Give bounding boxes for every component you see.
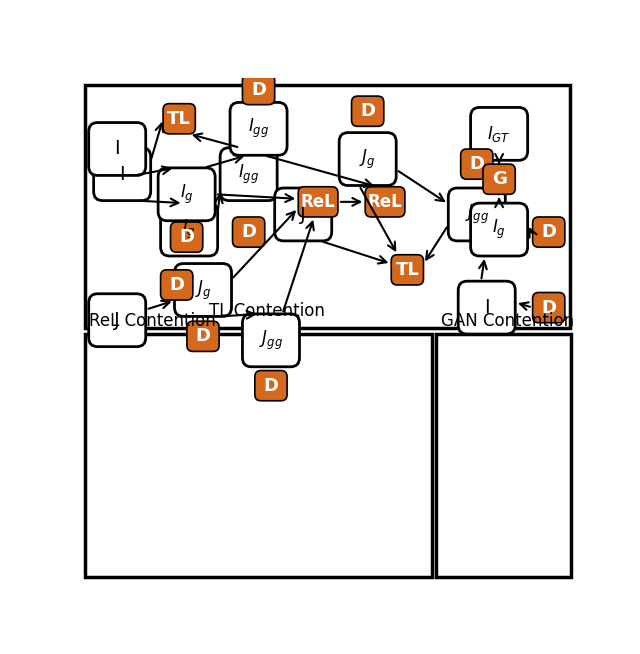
Text: TL: TL xyxy=(396,261,419,279)
Text: ReL: ReL xyxy=(301,193,335,211)
Text: ReL: ReL xyxy=(367,193,403,211)
Text: $J_{g}$: $J_{g}$ xyxy=(195,279,211,301)
FancyBboxPatch shape xyxy=(243,75,275,105)
Bar xyxy=(85,334,432,577)
Text: D: D xyxy=(169,276,184,294)
FancyBboxPatch shape xyxy=(175,264,232,317)
FancyBboxPatch shape xyxy=(230,103,287,155)
Text: D: D xyxy=(251,80,266,99)
Text: $I_{gg}$: $I_{gg}$ xyxy=(248,117,269,141)
FancyBboxPatch shape xyxy=(483,164,515,194)
Text: D: D xyxy=(241,223,256,241)
FancyBboxPatch shape xyxy=(89,122,146,175)
FancyBboxPatch shape xyxy=(339,133,396,186)
FancyBboxPatch shape xyxy=(232,217,265,247)
FancyBboxPatch shape xyxy=(365,187,405,217)
FancyBboxPatch shape xyxy=(298,187,338,217)
FancyBboxPatch shape xyxy=(458,281,515,334)
Text: $I_{GT}$: $I_{GT}$ xyxy=(487,124,511,144)
FancyBboxPatch shape xyxy=(161,203,218,256)
Text: $J_{gg}$: $J_{gg}$ xyxy=(465,203,489,226)
Text: $I_{g}$: $I_{g}$ xyxy=(182,218,196,241)
FancyBboxPatch shape xyxy=(351,96,384,126)
FancyBboxPatch shape xyxy=(461,149,493,179)
Bar xyxy=(436,334,571,577)
Text: I: I xyxy=(484,298,490,317)
Text: $J_{g}$: $J_{g}$ xyxy=(360,147,376,171)
FancyBboxPatch shape xyxy=(532,292,565,322)
Text: TL Contention: TL Contention xyxy=(209,302,325,320)
Text: D: D xyxy=(360,102,375,120)
Text: J: J xyxy=(300,205,306,224)
Text: J: J xyxy=(115,311,120,330)
FancyBboxPatch shape xyxy=(161,270,193,300)
FancyBboxPatch shape xyxy=(470,107,527,160)
FancyBboxPatch shape xyxy=(220,148,277,201)
Text: TL: TL xyxy=(167,110,191,128)
Text: D: D xyxy=(179,228,194,246)
FancyBboxPatch shape xyxy=(158,168,215,221)
Text: D: D xyxy=(264,377,278,394)
FancyBboxPatch shape xyxy=(255,371,287,401)
Text: G: G xyxy=(492,170,506,188)
FancyBboxPatch shape xyxy=(187,321,219,351)
FancyBboxPatch shape xyxy=(470,203,527,256)
Text: $I_{gg}$: $I_{gg}$ xyxy=(238,163,259,186)
FancyBboxPatch shape xyxy=(93,148,150,201)
Text: D: D xyxy=(541,299,556,317)
Text: D: D xyxy=(195,327,211,345)
Text: $I_{g}$: $I_{g}$ xyxy=(180,182,193,206)
FancyBboxPatch shape xyxy=(391,255,424,285)
Text: $J_{gg}$: $J_{gg}$ xyxy=(259,329,283,352)
Text: $I_{g}$: $I_{g}$ xyxy=(492,218,506,241)
FancyBboxPatch shape xyxy=(532,217,565,247)
FancyBboxPatch shape xyxy=(275,188,332,241)
FancyBboxPatch shape xyxy=(243,314,300,367)
FancyBboxPatch shape xyxy=(163,104,195,134)
FancyBboxPatch shape xyxy=(89,294,146,347)
Text: GAN Contention: GAN Contention xyxy=(440,312,573,330)
Text: D: D xyxy=(541,223,556,241)
Text: I: I xyxy=(115,139,120,158)
Text: D: D xyxy=(469,155,484,173)
Text: ReL Contention: ReL Contention xyxy=(89,312,216,330)
FancyBboxPatch shape xyxy=(448,188,506,241)
FancyBboxPatch shape xyxy=(170,222,203,252)
Text: I: I xyxy=(119,165,125,184)
Bar xyxy=(85,85,570,328)
